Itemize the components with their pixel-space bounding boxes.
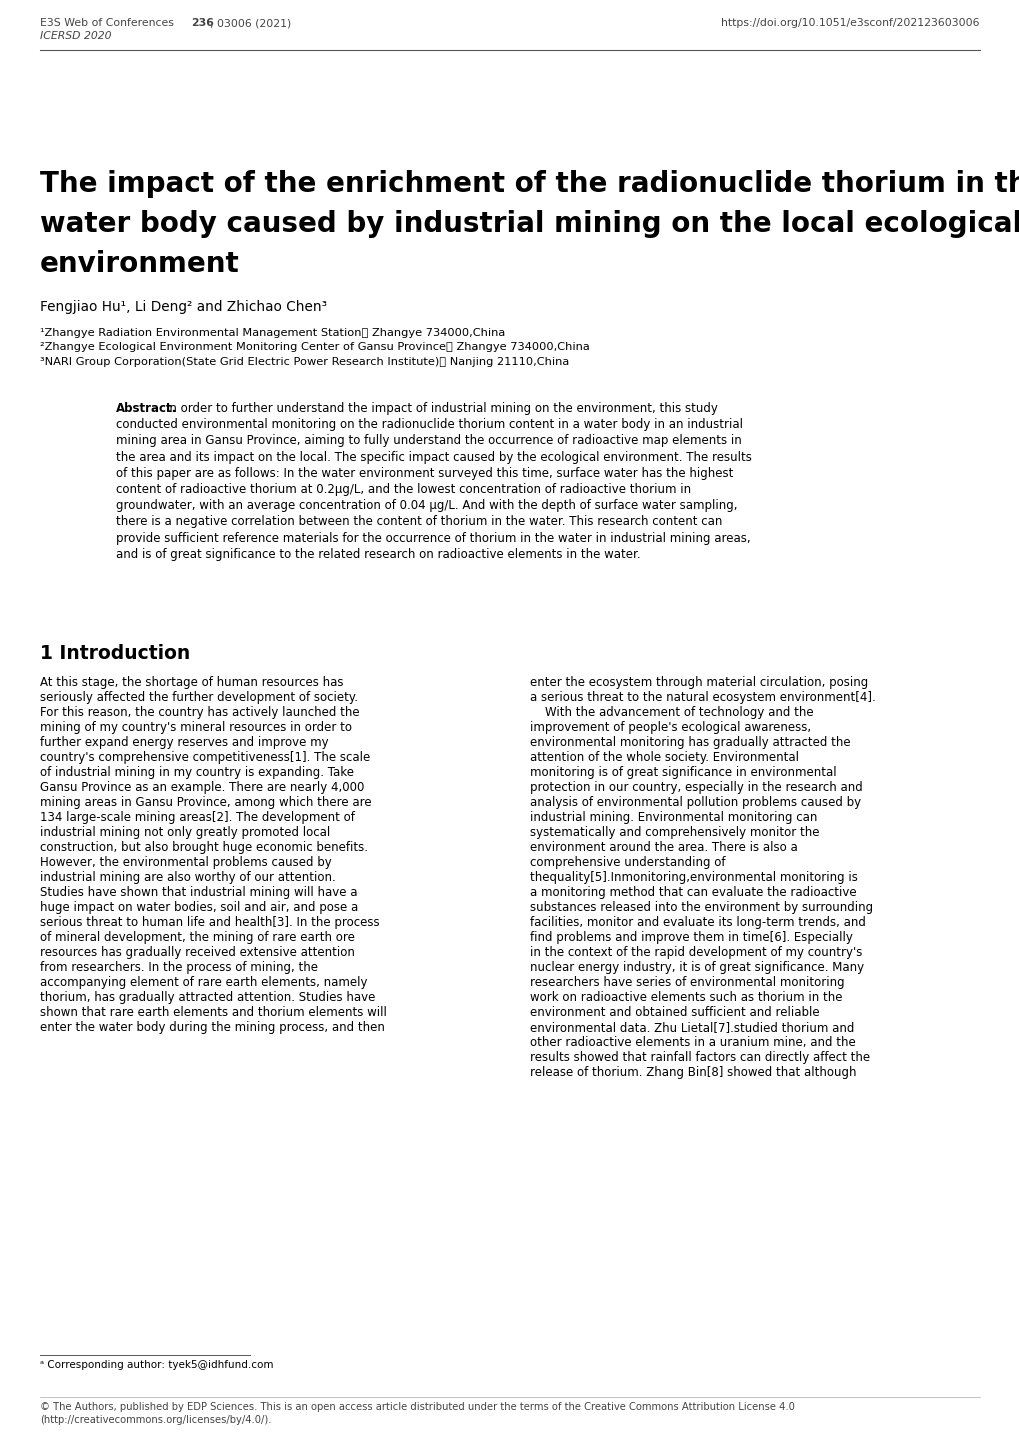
Text: shown that rare earth elements and thorium elements will: shown that rare earth elements and thori…	[40, 1007, 386, 1019]
Text: a serious threat to the natural ecosystem environment[4].: a serious threat to the natural ecosyste…	[530, 691, 875, 704]
Text: The impact of the enrichment of the radionuclide thorium in the: The impact of the enrichment of the radi…	[40, 170, 1019, 198]
Text: serious threat to human life and health[3]. In the process: serious threat to human life and health[…	[40, 916, 379, 929]
Text: environmental data. Zhu Lietal[7].studied thorium and: environmental data. Zhu Lietal[7].studie…	[530, 1021, 854, 1034]
Text: attention of the whole society. Environmental: attention of the whole society. Environm…	[530, 751, 798, 764]
Text: ICERSD 2020: ICERSD 2020	[40, 30, 111, 40]
Text: mining area in Gansu Province, aiming to fully understand the occurrence of radi: mining area in Gansu Province, aiming to…	[116, 434, 741, 447]
Text: Abstract.: Abstract.	[116, 402, 177, 415]
Text: content of radioactive thorium at 0.2μg/L, and the lowest concentration of radio: content of radioactive thorium at 0.2μg/…	[116, 483, 691, 496]
Text: Fengjiao Hu¹, Li Deng² and Zhichao Chen³: Fengjiao Hu¹, Li Deng² and Zhichao Chen³	[40, 300, 327, 314]
Text: monitoring is of great significance in environmental: monitoring is of great significance in e…	[530, 766, 836, 779]
Text: nuclear energy industry, it is of great significance. Many: nuclear energy industry, it is of great …	[530, 960, 863, 973]
Text: protection in our country, especially in the research and: protection in our country, especially in…	[530, 782, 862, 795]
Text: E3S Web of Conferences: E3S Web of Conferences	[40, 17, 177, 27]
Text: thequality[5].Inmonitoring,environmental monitoring is: thequality[5].Inmonitoring,environmental…	[530, 871, 857, 884]
Text: construction, but also brought huge economic benefits.: construction, but also brought huge econ…	[40, 841, 368, 854]
Text: 1 Introduction: 1 Introduction	[40, 645, 191, 663]
Text: resources has gradually received extensive attention: resources has gradually received extensi…	[40, 946, 355, 959]
Text: provide sufficient reference materials for the occurrence of thorium in the wate: provide sufficient reference materials f…	[116, 532, 750, 545]
Text: researchers have series of environmental monitoring: researchers have series of environmental…	[530, 976, 844, 989]
Text: the area and its impact on the local. The specific impact caused by the ecologic: the area and its impact on the local. Th…	[116, 450, 751, 463]
Text: industrial mining not only greatly promoted local: industrial mining not only greatly promo…	[40, 826, 330, 839]
Text: comprehensive understanding of: comprehensive understanding of	[530, 857, 725, 870]
Text: release of thorium. Zhang Bin[8] showed that although: release of thorium. Zhang Bin[8] showed …	[530, 1066, 856, 1079]
Text: accompanying element of rare earth elements, namely: accompanying element of rare earth eleme…	[40, 976, 367, 989]
Text: further expand energy reserves and improve my: further expand energy reserves and impro…	[40, 735, 328, 748]
Text: enter the water body during the mining process, and then: enter the water body during the mining p…	[40, 1021, 384, 1034]
Text: , 03006 (2021): , 03006 (2021)	[210, 17, 291, 27]
Text: substances released into the environment by surrounding: substances released into the environment…	[530, 901, 872, 914]
Text: https://doi.org/10.1051/e3sconf/202123603006: https://doi.org/10.1051/e3sconf/20212360…	[720, 17, 979, 27]
Text: environment and obtained sufficient and reliable: environment and obtained sufficient and …	[530, 1007, 819, 1019]
Text: of this paper are as follows: In the water environment surveyed this time, surfa: of this paper are as follows: In the wat…	[116, 467, 733, 480]
Text: ³NARI Group Corporation(State Grid Electric Power Research Institute)， Nanjing 2: ³NARI Group Corporation(State Grid Elect…	[40, 358, 569, 368]
Text: © The Authors, published by EDP Sciences. This is an open access article distrib: © The Authors, published by EDP Sciences…	[40, 1402, 794, 1412]
Text: enter the ecosystem through material circulation, posing: enter the ecosystem through material cir…	[530, 676, 867, 689]
Text: 236: 236	[191, 17, 214, 27]
Text: and is of great significance to the related research on radioactive elements in : and is of great significance to the rela…	[116, 548, 640, 561]
Text: there is a negative correlation between the content of thorium in the water. Thi: there is a negative correlation between …	[116, 515, 721, 528]
Text: In order to further understand the impact of industrial mining on the environmen: In order to further understand the impac…	[166, 402, 717, 415]
Text: facilities, monitor and evaluate its long-term trends, and: facilities, monitor and evaluate its lon…	[530, 916, 865, 929]
Text: Studies have shown that industrial mining will have a: Studies have shown that industrial minin…	[40, 885, 357, 898]
Text: For this reason, the country has actively launched the: For this reason, the country has activel…	[40, 707, 360, 720]
Text: other radioactive elements in a uranium mine, and the: other radioactive elements in a uranium …	[530, 1035, 855, 1048]
Text: in the context of the rapid development of my country's: in the context of the rapid development …	[530, 946, 861, 959]
Text: improvement of people's ecological awareness,: improvement of people's ecological aware…	[530, 721, 810, 734]
Text: environment around the area. There is also a: environment around the area. There is al…	[530, 841, 797, 854]
Text: water body caused by industrial mining on the local ecological: water body caused by industrial mining o…	[40, 211, 1019, 238]
Text: ᵃ Corresponding author: tyek5@idhfund.com: ᵃ Corresponding author: tyek5@idhfund.co…	[40, 1360, 273, 1370]
Text: of mineral development, the mining of rare earth ore: of mineral development, the mining of ra…	[40, 932, 355, 945]
Text: 134 large-scale mining areas[2]. The development of: 134 large-scale mining areas[2]. The dev…	[40, 810, 355, 823]
Text: huge impact on water bodies, soil and air, and pose a: huge impact on water bodies, soil and ai…	[40, 901, 358, 914]
Text: environment: environment	[40, 249, 239, 278]
Text: a monitoring method that can evaluate the radioactive: a monitoring method that can evaluate th…	[530, 885, 856, 898]
Text: mining of my country's mineral resources in order to: mining of my country's mineral resources…	[40, 721, 352, 734]
Text: (http://creativecommons.org/licenses/by/4.0/).: (http://creativecommons.org/licenses/by/…	[40, 1415, 271, 1425]
Text: environmental monitoring has gradually attracted the: environmental monitoring has gradually a…	[530, 735, 850, 748]
Text: from researchers. In the process of mining, the: from researchers. In the process of mini…	[40, 960, 318, 973]
Text: systematically and comprehensively monitor the: systematically and comprehensively monit…	[530, 826, 818, 839]
Text: country's comprehensive competitiveness[1]. The scale: country's comprehensive competitiveness[…	[40, 751, 370, 764]
Text: industrial mining. Environmental monitoring can: industrial mining. Environmental monitor…	[530, 810, 816, 823]
Text: Gansu Province as an example. There are nearly 4,000: Gansu Province as an example. There are …	[40, 782, 364, 795]
Text: groundwater, with an average concentration of 0.04 μg/L. And with the depth of s: groundwater, with an average concentrati…	[116, 499, 737, 512]
Text: mining areas in Gansu Province, among which there are: mining areas in Gansu Province, among wh…	[40, 796, 371, 809]
Text: ²Zhangye Ecological Environment Monitoring Center of Gansu Province， Zhangye 734: ²Zhangye Ecological Environment Monitori…	[40, 343, 589, 352]
Text: find problems and improve them in time[6]. Especially: find problems and improve them in time[6…	[530, 932, 852, 945]
Text: work on radioactive elements such as thorium in the: work on radioactive elements such as tho…	[530, 991, 842, 1004]
Text: conducted environmental monitoring on the radionuclide thorium content in a wate: conducted environmental monitoring on th…	[116, 418, 742, 431]
Text: analysis of environmental pollution problems caused by: analysis of environmental pollution prob…	[530, 796, 860, 809]
Text: seriously affected the further development of society.: seriously affected the further developme…	[40, 691, 358, 704]
Text: ¹Zhangye Radiation Environmental Management Station， Zhangye 734000,China: ¹Zhangye Radiation Environmental Managem…	[40, 327, 504, 337]
Text: However, the environmental problems caused by: However, the environmental problems caus…	[40, 857, 331, 870]
Text: industrial mining are also worthy of our attention.: industrial mining are also worthy of our…	[40, 871, 335, 884]
Text: With the advancement of technology and the: With the advancement of technology and t…	[530, 707, 813, 720]
Text: of industrial mining in my country is expanding. Take: of industrial mining in my country is ex…	[40, 766, 354, 779]
Text: At this stage, the shortage of human resources has: At this stage, the shortage of human res…	[40, 676, 343, 689]
Text: thorium, has gradually attracted attention. Studies have: thorium, has gradually attracted attenti…	[40, 991, 375, 1004]
Text: results showed that rainfall factors can directly affect the: results showed that rainfall factors can…	[530, 1051, 869, 1064]
